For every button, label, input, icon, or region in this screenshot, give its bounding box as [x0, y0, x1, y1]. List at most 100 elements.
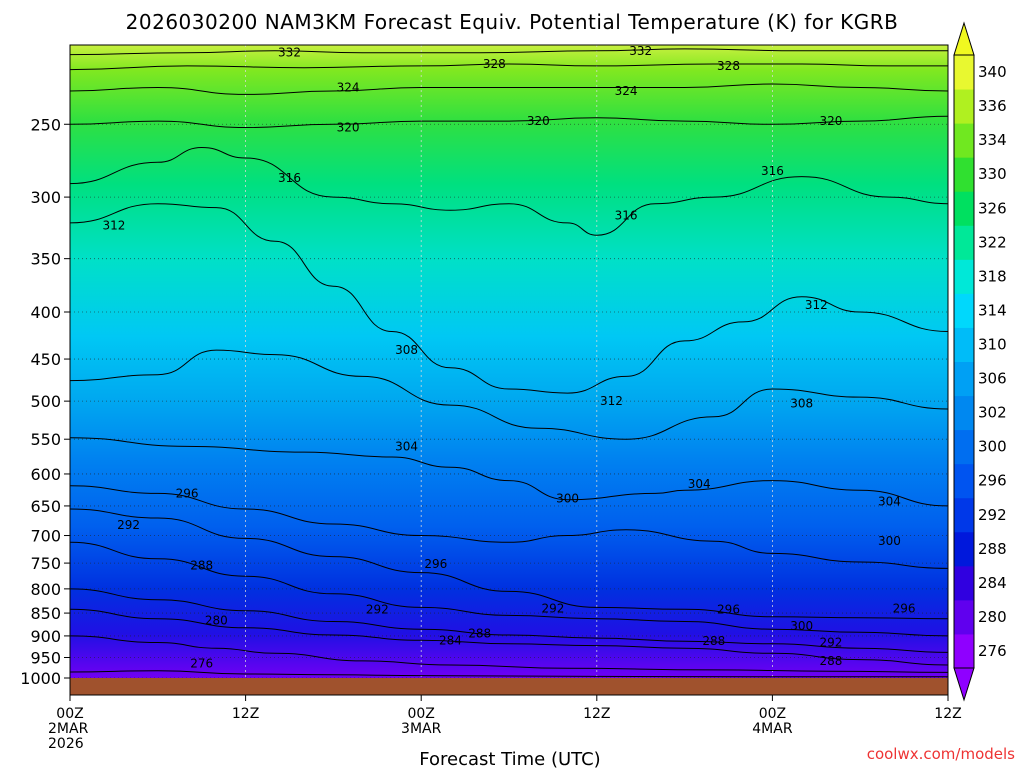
x-tick-label-24-1: 3MAR — [401, 721, 442, 737]
contour-labels: 332 328 332 328 324 324 320 320 320 316 316 316 312 3… — [102, 44, 915, 671]
colorbar-label-276: 276 — [978, 642, 1007, 660]
y-tick-label-500: 500 — [30, 392, 61, 411]
contour-label-280: 280 — [205, 614, 228, 628]
contours — [70, 48, 948, 678]
contour-label-292: 292 — [117, 518, 140, 532]
plot-frame — [69, 44, 949, 696]
contour-label-296: 296 — [176, 486, 199, 500]
x-tick-label-48-1: 4MAR — [752, 721, 793, 737]
colorbar-label-340: 340 — [978, 63, 1007, 81]
y-tick-label-600: 600 — [30, 465, 61, 484]
y-tick-label-300: 300 — [30, 188, 61, 207]
colorbar-label-330: 330 — [978, 165, 1007, 183]
contour-label-304: 304 — [688, 477, 711, 491]
x-axis-title: Forecast Time (UTC) — [419, 749, 600, 768]
grid — [70, 45, 948, 678]
contour-label-312: 312 — [600, 394, 623, 408]
y-tick-label-700: 700 — [30, 527, 61, 546]
contour-label-292: 292 — [541, 601, 564, 615]
contour-label-296: 296 — [893, 601, 916, 615]
contour-label-288: 288 — [819, 654, 842, 668]
contour-label-288: 288 — [190, 559, 213, 573]
contour-label-308: 308 — [395, 343, 418, 357]
colorbar-segment-330 — [954, 157, 974, 192]
contour-label-292: 292 — [366, 602, 389, 616]
colorbar-frame — [953, 54, 975, 669]
y-axis: 250 300 350 400 450 500 550 600 650 700 750 800 850 9… — [20, 115, 70, 688]
colorbar-segment-318 — [954, 259, 974, 294]
colorbar-label-292: 292 — [978, 506, 1007, 524]
colorbar-label-314: 314 — [978, 301, 1007, 319]
contour-label-332: 332 — [278, 46, 301, 60]
contour-300 — [70, 485, 948, 569]
colorbar-segment-296 — [954, 463, 974, 499]
colorbar-label-326: 326 — [978, 199, 1007, 217]
contour-label-296: 296 — [717, 602, 740, 616]
plot-area — [70, 45, 948, 678]
contour-328 — [70, 63, 948, 71]
colorbar-segment-276 — [954, 633, 974, 669]
contour-label-328: 328 — [483, 57, 506, 71]
y-tick-label-250: 250 — [30, 115, 61, 134]
colorbar-label-318: 318 — [978, 267, 1007, 285]
contour-label-320: 320 — [527, 114, 550, 128]
contour-284 — [70, 608, 948, 666]
contour-label-304: 304 — [395, 439, 418, 453]
contour-label-324: 324 — [337, 80, 360, 94]
contour-label-320: 320 — [819, 114, 842, 128]
contour-label-332: 332 — [629, 44, 652, 58]
colorbar-label-300: 300 — [978, 438, 1007, 456]
colorbar-segment-322 — [954, 225, 974, 260]
contour-label-300: 300 — [790, 619, 813, 633]
y-tick-label-750: 750 — [30, 554, 61, 573]
contour-label-316: 316 — [761, 164, 784, 178]
contour-label-312: 312 — [102, 218, 125, 232]
x-tick-label-0-1: 2MAR — [48, 721, 89, 737]
colorbar-segment-306 — [954, 361, 974, 397]
x-tick-label-36-0: 12Z — [583, 706, 610, 722]
y-tick-label-550: 550 — [30, 430, 61, 449]
contour-296 — [70, 508, 948, 620]
contour-320 — [70, 115, 948, 129]
y-tick-label-800: 800 — [30, 580, 61, 599]
contour-label-324: 324 — [615, 84, 638, 98]
contour-label-328: 328 — [717, 59, 740, 73]
colorbar-label-334: 334 — [978, 131, 1007, 149]
contour-label-284: 284 — [439, 633, 462, 647]
colorbar-label-306: 306 — [978, 370, 1007, 388]
contour-label-320: 320 — [337, 120, 360, 134]
y-tick-label-400: 400 — [30, 303, 61, 322]
chart-title: 2026030200 NAM3KM Forecast Equiv. Potent… — [126, 10, 899, 34]
y-tick-label-900: 900 — [30, 627, 61, 646]
contour-label-276: 276 — [190, 656, 213, 670]
colorbar-label-336: 336 — [978, 97, 1007, 115]
colorbar-segment-292 — [954, 497, 974, 533]
y-tick-label-650: 650 — [30, 497, 61, 516]
colorbar-label-302: 302 — [978, 404, 1007, 422]
contour-332 — [70, 48, 948, 56]
colorbar-segment-314 — [954, 293, 974, 328]
colorbar-label-310: 310 — [978, 336, 1007, 354]
y-tick-label-450: 450 — [30, 350, 61, 369]
colorbar-top-arrow — [953, 21, 975, 56]
colorbar-segment-302 — [954, 395, 974, 431]
ground-strip — [70, 678, 948, 695]
colorbar-label-288: 288 — [978, 540, 1007, 558]
contour-label-316: 316 — [278, 171, 301, 185]
contour-label-288: 288 — [702, 634, 725, 648]
contour-label-288: 288 — [468, 627, 491, 641]
colorbar-segment-336 — [954, 89, 974, 124]
x-tick-label-60-0: 12Z — [934, 706, 961, 722]
contour-312 — [70, 203, 948, 394]
colorbar-bottom-arrow — [953, 667, 975, 702]
contour-label-292: 292 — [819, 636, 842, 650]
colorbar-segment-334 — [954, 123, 974, 158]
contour-label-316: 316 — [615, 208, 638, 222]
contour-label-312: 312 — [805, 298, 828, 312]
contour-label-300: 300 — [878, 534, 901, 548]
contour-308 — [70, 349, 948, 440]
contour-324 — [70, 83, 948, 95]
colorbar-label-280: 280 — [978, 608, 1007, 626]
